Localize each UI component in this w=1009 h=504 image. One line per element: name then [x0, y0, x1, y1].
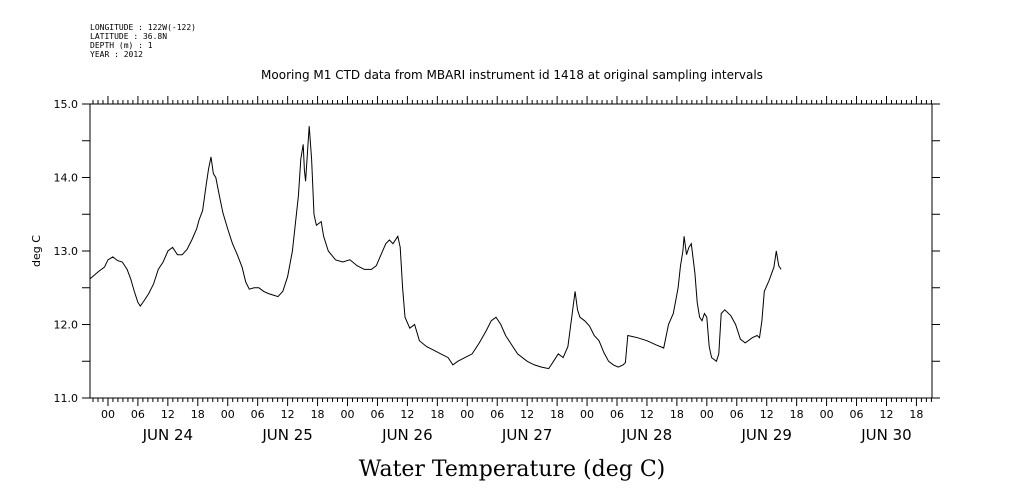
day-labels: JUN 24 JUN 25 JUN 26 JUN 27 JUN 28 JUN 29 JUN …: [142, 426, 912, 444]
x-hour-label: 18: [311, 408, 325, 421]
x-day-label: JUN 27: [501, 426, 552, 444]
station-metadata: LONGITUDE : 122W(-122) LATITUDE : 36.8N …: [90, 23, 196, 59]
longitude-line: LONGITUDE : 122W(-122): [90, 23, 196, 32]
x-hour-label: 00: [580, 408, 594, 421]
x-hour-label: 06: [490, 408, 504, 421]
x-hour-label: 12: [400, 408, 414, 421]
x-hour-label: 12: [281, 408, 295, 421]
x-hour-label: 00: [460, 408, 474, 421]
x-axis-label: Water Temperature (deg C): [359, 457, 666, 482]
y-tick-label: 13.0: [54, 245, 79, 258]
x-hour-label: 00: [101, 408, 115, 421]
x-hour-label: 18: [430, 408, 444, 421]
x-day-label: JUN 29: [740, 426, 791, 444]
x-day-label: JUN 24: [142, 426, 193, 444]
x-hour-label: 18: [909, 408, 923, 421]
x-hour-label: 00: [341, 408, 355, 421]
plot-frame: [89, 103, 933, 399]
x-hour-label: 00: [221, 408, 235, 421]
x-hour-label: 12: [161, 408, 175, 421]
y-tick-label: 14.0: [54, 172, 79, 185]
x-hour-label: 06: [370, 408, 384, 421]
x-hour-label: 06: [610, 408, 624, 421]
axis-ticks: [82, 96, 940, 406]
x-hour-label: 12: [640, 408, 654, 421]
y-axis-label: deg C: [30, 235, 43, 267]
x-day-label: JUN 28: [621, 426, 672, 444]
x-day-label: JUN 25: [261, 426, 312, 444]
temperature-series-line: [89, 126, 782, 370]
x-hour-label: 12: [760, 408, 774, 421]
x-hour-label: 12: [879, 408, 893, 421]
x-hour-label: 18: [191, 408, 205, 421]
latitude-line: LATITUDE : 36.8N: [90, 32, 167, 41]
y-tick-label: 11.0: [54, 392, 79, 405]
x-hour-label: 18: [670, 408, 684, 421]
y-tick-label: 12.0: [54, 319, 79, 332]
x-hour-label: 18: [790, 408, 804, 421]
x-hour-label: 00: [700, 408, 714, 421]
x-tick-labels: 00 06 12 18 00 06 12 18 00 06 12 18 00 06 12 18 00 06 12 18…: [101, 408, 923, 421]
y-tick-labels: 11.0 12.0 13.0 14.0 15.0: [54, 98, 79, 405]
depth-line: DEPTH (m) : 1: [90, 41, 153, 50]
y-tick-label: 15.0: [54, 98, 79, 111]
x-hour-label: 06: [131, 408, 145, 421]
x-hour-label: 00: [820, 408, 834, 421]
x-hour-label: 06: [730, 408, 744, 421]
x-day-label: JUN 26: [381, 426, 432, 444]
x-hour-label: 06: [251, 408, 265, 421]
x-day-label: JUN 30: [860, 426, 911, 444]
x-hour-label: 18: [550, 408, 564, 421]
chart-title: Mooring M1 CTD data from MBARI instrumen…: [261, 68, 763, 82]
x-hour-label: 12: [520, 408, 534, 421]
year-line: YEAR : 2012: [90, 50, 143, 59]
x-hour-label: 06: [850, 408, 864, 421]
